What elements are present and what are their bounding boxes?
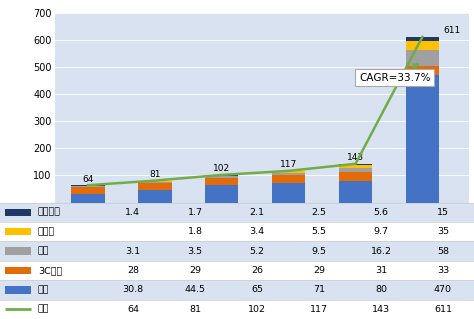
Text: 35: 35	[437, 227, 449, 236]
Bar	[339, 166, 372, 168]
Text: 33: 33	[437, 266, 449, 275]
FancyBboxPatch shape	[5, 286, 31, 293]
Text: 58: 58	[437, 247, 449, 256]
FancyBboxPatch shape	[0, 261, 474, 280]
Text: 117: 117	[280, 160, 297, 169]
Bar	[205, 175, 238, 176]
FancyBboxPatch shape	[0, 241, 474, 261]
Text: 3.4: 3.4	[249, 227, 264, 236]
Text: 611: 611	[444, 26, 461, 35]
Text: CAGR=33.7%: CAGR=33.7%	[359, 64, 430, 83]
Text: 143: 143	[372, 305, 390, 314]
Text: 1.7: 1.7	[187, 208, 202, 217]
Text: 5.6: 5.6	[374, 208, 389, 217]
Bar	[138, 181, 172, 182]
FancyBboxPatch shape	[0, 222, 474, 241]
FancyBboxPatch shape	[0, 280, 474, 300]
Text: 29: 29	[313, 266, 325, 275]
Text: 5.2: 5.2	[249, 247, 264, 256]
Text: 102: 102	[213, 164, 230, 173]
Bar	[138, 183, 172, 190]
Text: G: G	[16, 12, 29, 31]
Text: 81: 81	[149, 170, 161, 179]
Text: 470: 470	[434, 286, 452, 294]
Text: 3C数码: 3C数码	[38, 266, 62, 275]
Text: 65: 65	[251, 286, 263, 294]
Bar	[71, 186, 105, 187]
Text: 117: 117	[310, 305, 328, 314]
Text: 电动工具: 电动工具	[38, 208, 61, 217]
Text: 28: 28	[127, 266, 139, 275]
Text: 3.5: 3.5	[187, 247, 202, 256]
Bar	[205, 185, 238, 203]
Bar	[71, 187, 105, 194]
Text: 102: 102	[248, 305, 266, 314]
Text: 29: 29	[189, 266, 201, 275]
FancyBboxPatch shape	[0, 300, 474, 319]
Text: 611: 611	[434, 305, 452, 314]
Bar	[339, 168, 372, 173]
Text: 31: 31	[375, 266, 387, 275]
Text: 小动力: 小动力	[38, 227, 55, 236]
Text: 9.5: 9.5	[311, 247, 327, 256]
Bar	[272, 183, 305, 203]
Text: 总量: 总量	[38, 305, 49, 314]
Text: 3.1: 3.1	[125, 247, 140, 256]
Bar	[406, 50, 439, 66]
Text: 2.5: 2.5	[311, 208, 327, 217]
FancyBboxPatch shape	[0, 203, 474, 222]
Text: 26: 26	[251, 266, 263, 275]
Text: 44.5: 44.5	[184, 286, 205, 294]
Bar	[205, 176, 238, 178]
Bar	[339, 164, 372, 166]
Text: 16.2: 16.2	[371, 247, 392, 256]
FancyBboxPatch shape	[5, 228, 31, 235]
Text: 1.8: 1.8	[187, 227, 202, 236]
Bar	[339, 181, 372, 203]
Text: 143: 143	[347, 153, 364, 162]
Text: 5.5: 5.5	[311, 227, 327, 236]
Text: 64: 64	[127, 305, 139, 314]
Text: 储能: 储能	[38, 247, 49, 256]
Bar	[406, 41, 439, 50]
Bar	[71, 194, 105, 203]
Text: 1.4: 1.4	[126, 208, 140, 217]
Text: 80: 80	[375, 286, 387, 294]
Text: 2.1: 2.1	[249, 208, 264, 217]
Bar	[406, 75, 439, 203]
Bar	[406, 37, 439, 41]
Bar	[272, 171, 305, 173]
Bar	[205, 178, 238, 185]
Text: 81: 81	[189, 305, 201, 314]
Text: 9.7: 9.7	[374, 227, 389, 236]
Bar	[138, 182, 172, 183]
Text: 动力: 动力	[38, 286, 49, 294]
FancyBboxPatch shape	[5, 267, 31, 274]
Bar	[71, 185, 105, 186]
Bar	[272, 173, 305, 175]
Bar	[406, 66, 439, 75]
Bar	[138, 190, 172, 203]
Bar	[272, 175, 305, 183]
Text: 15: 15	[437, 208, 449, 217]
Bar	[339, 173, 372, 181]
Text: 64: 64	[82, 174, 94, 184]
FancyBboxPatch shape	[5, 209, 31, 216]
Text: 71: 71	[313, 286, 325, 294]
Text: 30.8: 30.8	[122, 286, 144, 294]
FancyBboxPatch shape	[5, 248, 31, 255]
